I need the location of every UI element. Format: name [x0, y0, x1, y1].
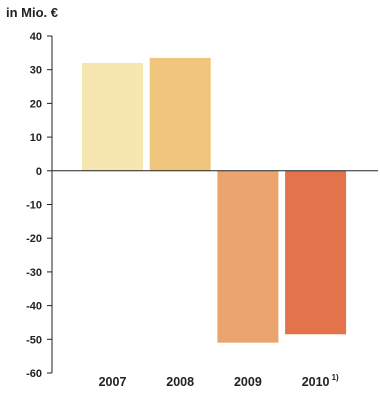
bar-2007 [82, 62, 143, 171]
x-category-label-2010: 2010 [302, 375, 330, 389]
y-tick-label--60: -60 [26, 368, 42, 380]
y-axis-unit-label: in Mio. € [6, 5, 58, 20]
y-tick-label-30: 30 [30, 65, 42, 77]
y-tick-label-40: 40 [30, 31, 42, 43]
bar-2009 [217, 170, 279, 343]
x-category-label-2009: 2009 [234, 375, 262, 389]
y-tick-label--30: -30 [26, 267, 42, 279]
y-tick-label-0: 0 [36, 166, 42, 178]
x-category-footnote-2010: 1) [332, 373, 339, 382]
y-tick-label--10: -10 [26, 200, 42, 212]
y-tick-label--50: -50 [26, 334, 42, 346]
y-tick-label-20: 20 [30, 98, 42, 110]
y-tick-label--20: -20 [26, 233, 42, 245]
x-category-label-2007: 2007 [99, 375, 127, 389]
bar-2010 [285, 170, 347, 335]
y-tick-label-10: 10 [30, 132, 42, 144]
bar-2008 [149, 57, 211, 171]
x-category-label-2008: 2008 [166, 375, 194, 389]
y-tick-label--40: -40 [26, 301, 42, 313]
